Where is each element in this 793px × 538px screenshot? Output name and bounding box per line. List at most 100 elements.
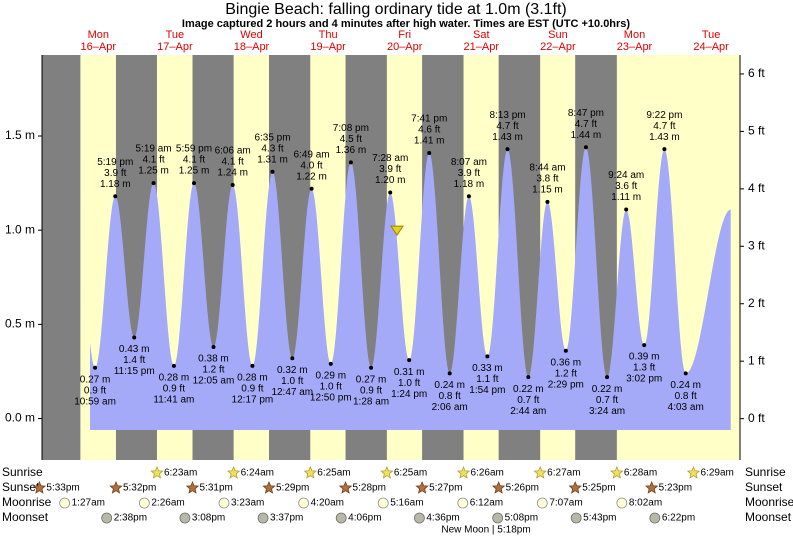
tide-height-m: 0.24 m	[434, 380, 465, 391]
sunrise-time: 6:25am	[394, 468, 427, 479]
moonset-icon	[649, 512, 661, 524]
tide-height-ft: 1.4 ft	[123, 355, 145, 366]
sunset-time: 5:27pm	[429, 483, 462, 494]
day-date: 18–Apr	[234, 41, 270, 53]
tide-time: 5:19 pm	[97, 157, 133, 168]
sunset-icon	[109, 480, 123, 494]
moonset-time: 3:37pm	[270, 513, 303, 524]
day-name: Tue	[166, 29, 185, 41]
sunset-icon	[185, 480, 200, 494]
day-name: Mon	[88, 29, 109, 41]
tide-time: 5:19 am	[135, 144, 171, 155]
sunrise-icon	[686, 465, 701, 479]
tide-height-ft: 4.7 ft	[575, 119, 597, 130]
tide-height-ft: 1.0 ft	[398, 378, 420, 389]
y-tick-label: 1.5 m	[5, 128, 35, 142]
tide-time: 1:28 am	[353, 396, 389, 407]
tide-height-ft: 4.7 ft	[653, 121, 675, 132]
tide-time: 12:17 pm	[232, 394, 274, 405]
day-date: 23–Apr	[617, 41, 653, 53]
moonrise-icon	[218, 497, 230, 509]
y2-tick-label: 1 ft	[748, 353, 765, 367]
tide-height-ft: 3.9 ft	[104, 168, 126, 179]
tide-time: 12:50 pm	[310, 393, 352, 404]
low-tide-dot	[526, 375, 531, 380]
tide-time: 6:35 pm	[254, 132, 290, 143]
day-name: Sat	[473, 29, 490, 41]
tide-height-m: 0.27 m	[80, 374, 111, 385]
tide-height-ft: 1.0 ft	[281, 376, 303, 387]
moonrise-time: 7:07am	[549, 498, 582, 509]
tide-time: 2:06 am	[432, 402, 468, 413]
tide-area	[90, 147, 731, 431]
high-tide-dot	[270, 169, 275, 174]
y2-tick-label: 5 ft	[748, 124, 765, 138]
high-tide-dot	[624, 207, 629, 212]
tide-height-m: 1.24 m	[217, 168, 248, 179]
tide-time: 7:08 pm	[333, 123, 369, 134]
sunset-icon	[415, 480, 429, 494]
day-date: 16–Apr	[81, 41, 117, 53]
moonset-time: 5:43pm	[583, 513, 616, 524]
sunset-time: 5:32pm	[123, 483, 156, 494]
low-tide-dot	[132, 335, 137, 340]
sunrise-time: 6:26am	[471, 468, 504, 479]
tide-height-m: 0.24 m	[670, 380, 701, 391]
low-tide-dot	[683, 371, 688, 376]
tide-height-ft: 4.1 ft	[183, 155, 205, 166]
sunset-icon	[568, 480, 582, 494]
night-band	[42, 55, 81, 460]
tide-height-ft: 4.6 ft	[418, 125, 440, 136]
tide-height-m: 0.39 m	[629, 352, 660, 363]
moonset-icon	[492, 512, 504, 524]
y-tick-label: 0.5 m	[5, 317, 35, 331]
tide-time: 8:47 pm	[568, 108, 604, 119]
moonrise-icon	[536, 497, 548, 509]
tide-height-m: 0.32 m	[277, 365, 308, 376]
moonrise-row-label: Moonrise	[2, 495, 52, 509]
moonset-time: 4:06pm	[348, 513, 381, 524]
tide-height-ft: 4.5 ft	[340, 134, 362, 145]
y-tick-label: 0.0 m	[5, 411, 35, 425]
tide-height-m: 1.18 m	[100, 179, 131, 190]
day-date: 24–Apr	[693, 41, 729, 53]
tide-height-ft: 4.1 ft	[222, 157, 244, 168]
day-name: Sun	[548, 29, 568, 41]
y2-tick-label: 6 ft	[748, 66, 765, 80]
tide-height-m: 1.43 m	[649, 132, 680, 143]
tide-height-m: 0.38 m	[198, 354, 229, 365]
moonrise-icon	[59, 497, 71, 509]
tide-time: 10:59 am	[74, 396, 116, 407]
tide-height-ft: 1.1 ft	[476, 374, 498, 385]
sunset-icon	[338, 480, 353, 494]
sunrise-icon	[533, 465, 547, 479]
low-tide-dot	[250, 363, 255, 368]
moonrise-icon	[616, 497, 628, 509]
tide-time: 11:41 am	[153, 394, 194, 405]
sunset-time: 5:29pm	[276, 483, 309, 494]
y2-tick-label: 4 ft	[748, 181, 765, 195]
moonset-icon	[257, 512, 269, 524]
tide-time: 11:15 pm	[114, 366, 155, 377]
tide-height-m: 0.28 m	[237, 372, 268, 383]
tide-time: 8:07 am	[451, 157, 487, 168]
tide-height-ft: 4.1 ft	[142, 155, 164, 166]
moonset-time: 6:22pm	[662, 513, 695, 524]
tide-height-m: 1.36 m	[336, 145, 367, 156]
tide-time: 5:59 pm	[176, 144, 212, 155]
high-tide-dot	[505, 147, 510, 152]
high-tide-dot	[151, 181, 156, 186]
moonset-icon	[179, 512, 191, 524]
low-tide-dot	[642, 343, 647, 348]
day-date: 22–Apr	[540, 41, 576, 53]
moonrise-time: 3:23am	[231, 498, 264, 509]
tide-time: 1:54 pm	[469, 385, 505, 396]
high-tide-dot	[545, 199, 550, 204]
low-tide-dot	[93, 365, 98, 370]
day-name: Fri	[398, 29, 411, 41]
current-level-marker	[390, 225, 404, 237]
tide-height-m: 1.43 m	[492, 132, 523, 143]
day-date: 19–Apr	[310, 41, 346, 53]
y-tick-label: 1.0 m	[5, 222, 35, 236]
tide-height-m: 1.31 m	[257, 154, 288, 165]
